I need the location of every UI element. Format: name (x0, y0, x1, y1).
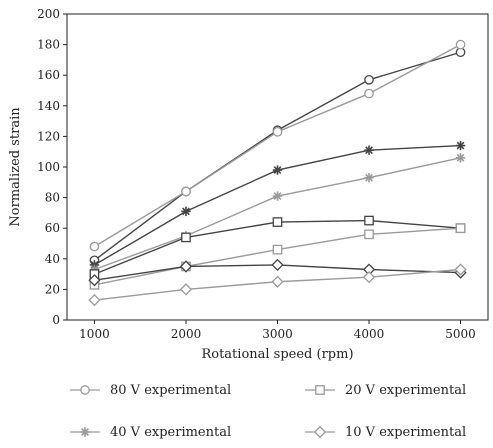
data-point-circle (365, 89, 373, 97)
x-tick-label: 2000 (171, 327, 202, 341)
data-point-square (273, 218, 281, 226)
series-line (94, 45, 460, 247)
data-point-star (80, 427, 89, 436)
data-point-star (456, 141, 465, 150)
data-point-diamond (181, 284, 191, 294)
y-tick-label: 100 (37, 160, 60, 174)
x-tick-label: 5000 (445, 327, 476, 341)
y-tick-label: 140 (37, 99, 60, 113)
data-point-star (273, 165, 282, 174)
legend-item: 80 V experimental (70, 383, 231, 398)
series-line (94, 52, 460, 260)
y-tick-label: 0 (52, 313, 60, 327)
y-tick-label: 180 (37, 38, 60, 52)
data-point-circle (81, 386, 89, 394)
y-tick-label: 20 (45, 282, 60, 296)
data-point-square (273, 245, 281, 253)
data-point-square (456, 224, 464, 232)
data-point-diamond (364, 272, 374, 282)
x-tick-label: 4000 (354, 327, 385, 341)
axes: 0 20 40 60 80 100 120 140 160 180 200 1000 2000 3000 4… (37, 7, 488, 341)
data-point-star (364, 173, 373, 182)
data-point-square (182, 233, 190, 241)
legend-item: 10 V experimental (305, 425, 466, 440)
y-tick-label: 160 (37, 68, 60, 82)
data-point-circle (90, 242, 98, 250)
data-point-circle (273, 128, 281, 136)
data-point-square (365, 230, 373, 238)
legend-label: 10 V experimental (345, 425, 466, 440)
data-point-star (456, 153, 465, 162)
legend-item: 20 V experimental (305, 383, 466, 398)
data-point-star (364, 145, 373, 154)
data-point-circle (182, 187, 190, 195)
y-tick-label: 40 (45, 252, 60, 266)
legend-label: 40 V experimental (110, 425, 231, 440)
y-tick-label: 120 (37, 129, 60, 143)
legend-item: 40 V experimental (70, 425, 231, 440)
legend-label: 20 V experimental (345, 383, 466, 398)
data-point-diamond (272, 277, 282, 287)
data-point-square (316, 386, 324, 394)
legend: 80 V experimental 20 V experimental 40 V e… (70, 383, 466, 440)
data-point-star (273, 191, 282, 200)
x-axis-label: Rotational speed (rpm) (201, 347, 353, 362)
y-tick-label: 200 (37, 7, 60, 21)
legend-label: 80 V experimental (110, 383, 231, 398)
data-point-circle (456, 40, 464, 48)
x-tick-label: 3000 (262, 327, 293, 341)
series-group (89, 40, 465, 305)
data-point-square (365, 216, 373, 224)
data-point-star (181, 207, 190, 216)
x-tick-label: 1000 (79, 327, 110, 341)
data-point-diamond (315, 427, 325, 437)
data-point-diamond (89, 295, 99, 305)
data-point-circle (365, 76, 373, 84)
data-point-diamond (272, 260, 282, 270)
y-tick-label: 80 (45, 191, 60, 205)
y-axis-label: Normalized strain (8, 107, 23, 227)
y-tick-label: 60 (45, 221, 60, 235)
